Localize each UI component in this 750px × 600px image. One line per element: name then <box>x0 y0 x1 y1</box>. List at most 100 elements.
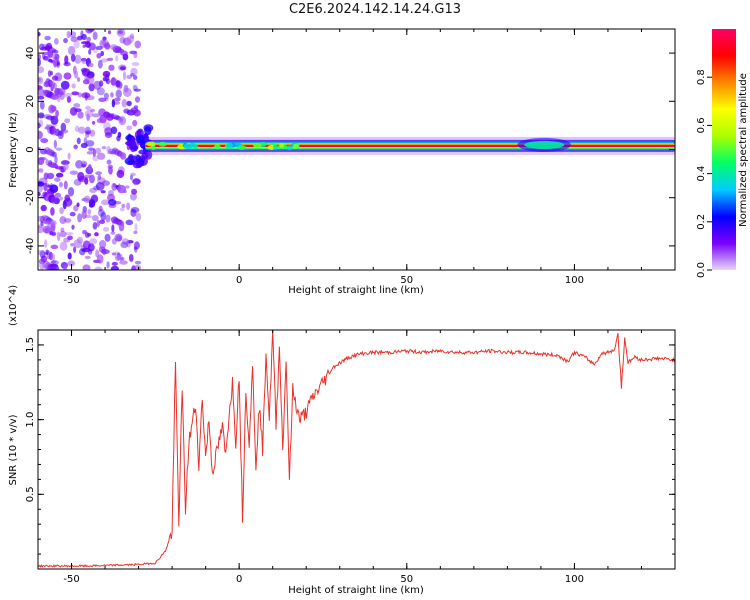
snr-series-line <box>38 330 675 568</box>
noise-speckle <box>131 61 140 67</box>
x-tick-label: 0 <box>236 574 242 585</box>
noise-speckle <box>73 144 78 150</box>
noise-speckle <box>100 58 109 63</box>
noise-speckle <box>110 77 117 86</box>
noise-speckle <box>135 163 142 169</box>
noise-speckle <box>95 171 103 176</box>
noise-speckle <box>67 45 76 56</box>
noise-speckle <box>98 80 104 87</box>
noise-speckle <box>51 232 56 237</box>
noise-speckle <box>101 246 106 251</box>
carrier-ripple <box>213 144 221 150</box>
noise-speckle <box>46 172 55 180</box>
noise-speckle <box>134 223 138 232</box>
noise-speckle <box>85 75 95 85</box>
x-tick-label: 0 <box>236 275 242 286</box>
noise-speckle <box>97 59 103 69</box>
noise-speckle <box>94 266 103 270</box>
noise-speckle <box>126 100 132 107</box>
carrier-ripple <box>183 143 193 149</box>
noise-speckle <box>70 243 75 247</box>
noise-speckle <box>101 145 107 150</box>
noise-speckle <box>91 121 96 125</box>
noise-speckle <box>99 114 107 124</box>
noise-speckle <box>49 265 57 270</box>
noise-speckle <box>102 226 110 232</box>
noise-speckle <box>50 260 57 264</box>
noise-speckle <box>91 113 101 118</box>
noise-speckle <box>88 147 95 151</box>
noise-speckle <box>66 96 72 103</box>
noise-speckle <box>80 67 88 73</box>
noise-speckle <box>144 126 152 136</box>
noise-speckle <box>73 70 79 79</box>
noise-speckle <box>43 81 50 88</box>
noise-speckle <box>85 140 95 147</box>
x-tick-label: 50 <box>400 574 413 585</box>
noise-speckle <box>54 192 62 198</box>
noise-speckle <box>54 177 61 182</box>
noise-speckle <box>118 220 125 226</box>
noise-speckle <box>55 172 64 178</box>
noise-speckle <box>117 184 126 194</box>
noise-speckle <box>129 33 135 40</box>
noise-speckle <box>80 57 87 62</box>
noise-speckle <box>73 103 81 108</box>
noise-speckle <box>103 92 109 100</box>
noise-speckle <box>108 64 115 71</box>
noise-speckle <box>106 159 112 165</box>
noise-speckle <box>38 168 44 173</box>
noise-speckle <box>42 191 48 197</box>
noise-speckle <box>133 144 138 152</box>
noise-speckle <box>48 104 55 114</box>
noise-speckle <box>85 105 91 111</box>
noise-speckle <box>111 220 121 225</box>
noise-speckle <box>84 255 91 260</box>
noise-speckle <box>64 118 71 124</box>
noise-speckle <box>100 50 105 57</box>
noise-speckle <box>50 196 57 204</box>
noise-speckle <box>92 31 98 41</box>
noise-speckle <box>116 29 126 37</box>
noise-speckle <box>73 204 79 212</box>
noise-speckle <box>110 92 114 98</box>
noise-speckle <box>111 99 116 108</box>
noise-speckle <box>77 111 84 119</box>
noise-speckle <box>133 88 141 92</box>
noise-speckle <box>119 257 125 261</box>
noise-speckle <box>67 252 72 260</box>
noise-speckle <box>122 37 132 46</box>
colorbar-tick-label: 0.0 <box>696 262 707 278</box>
noise-speckle <box>76 35 83 41</box>
noise-speckle <box>73 39 80 49</box>
noise-speckle <box>63 265 68 270</box>
noise-speckle <box>59 207 64 215</box>
noise-speckle <box>104 42 111 50</box>
noise-speckle <box>38 191 41 197</box>
noise-speckle <box>89 129 96 137</box>
noise-speckle <box>55 109 59 118</box>
carrier-broadening <box>524 140 565 149</box>
noise-speckle <box>88 164 92 171</box>
y-tick-label: -40 <box>25 238 36 254</box>
noise-speckle <box>86 151 94 155</box>
noise-speckle <box>56 231 61 241</box>
noise-speckle <box>50 207 55 216</box>
noise-speckle <box>132 178 141 185</box>
noise-speckle <box>71 224 75 230</box>
noise-speckle <box>74 54 82 64</box>
noise-speckle <box>39 100 45 110</box>
noise-speckle <box>135 154 141 163</box>
noise-speckle <box>100 190 106 194</box>
noise-speckle <box>119 260 128 265</box>
noise-speckle <box>60 160 70 166</box>
noise-speckle <box>118 115 127 126</box>
noise-speckle <box>38 88 45 97</box>
carrier-ripple <box>279 142 285 148</box>
noise-speckle <box>50 220 57 226</box>
noise-speckle <box>38 250 45 255</box>
noise-speckle <box>71 91 80 96</box>
noise-speckle <box>69 211 76 217</box>
noise-speckle <box>100 249 110 255</box>
